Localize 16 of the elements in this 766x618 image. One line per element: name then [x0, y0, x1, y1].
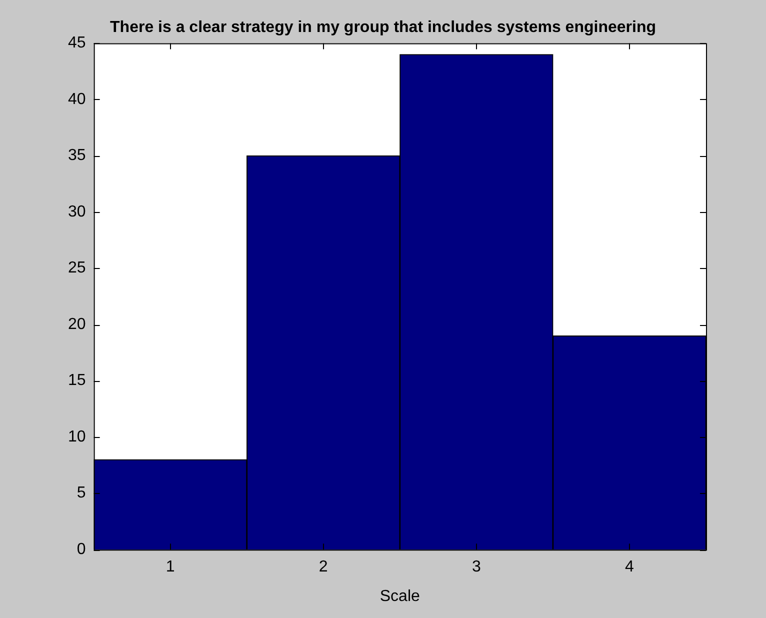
y-tick-label: 45	[68, 34, 86, 52]
x-tick-label: 3	[472, 558, 481, 576]
y-tick-label: 5	[76, 484, 86, 502]
chart-title: There is a clear strategy in my group that includes systems engineering	[110, 19, 656, 36]
y-tick-label: 15	[68, 372, 86, 390]
x-tick-label: 1	[166, 558, 175, 576]
y-tick-label: 35	[68, 147, 86, 164]
x-axis-title: Scale	[380, 588, 420, 605]
y-tick-label: 20	[68, 316, 86, 333]
x-tick-label: 2	[318, 558, 328, 576]
y-tick-label: 10	[68, 428, 86, 446]
x-tick-label: 4	[625, 558, 634, 576]
y-tick-label: 25	[68, 260, 86, 277]
y-tick-label: 0	[76, 541, 86, 558]
y-tick-label: 40	[68, 90, 86, 108]
y-tick-label: 30	[68, 203, 86, 220]
